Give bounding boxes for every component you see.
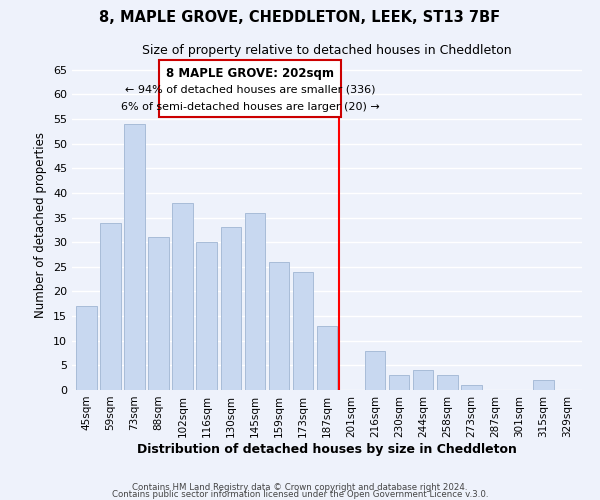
Bar	[437, 375, 458, 390]
Bar	[293, 272, 313, 390]
Bar	[100, 222, 121, 390]
Bar	[269, 262, 289, 390]
Text: 8, MAPLE GROVE, CHEDDLETON, LEEK, ST13 7BF: 8, MAPLE GROVE, CHEDDLETON, LEEK, ST13 7…	[100, 10, 500, 25]
X-axis label: Distribution of detached houses by size in Cheddleton: Distribution of detached houses by size …	[137, 442, 517, 456]
Bar	[172, 203, 193, 390]
Text: Contains public sector information licensed under the Open Government Licence v.: Contains public sector information licen…	[112, 490, 488, 499]
Bar	[365, 350, 385, 390]
Bar	[389, 375, 409, 390]
Bar	[533, 380, 554, 390]
Bar	[196, 242, 217, 390]
Text: ← 94% of detached houses are smaller (336): ← 94% of detached houses are smaller (33…	[125, 84, 375, 94]
Bar	[245, 212, 265, 390]
Y-axis label: Number of detached properties: Number of detached properties	[34, 132, 47, 318]
Title: Size of property relative to detached houses in Cheddleton: Size of property relative to detached ho…	[142, 44, 512, 58]
Text: 6% of semi-detached houses are larger (20) →: 6% of semi-detached houses are larger (2…	[121, 102, 379, 112]
Bar	[413, 370, 433, 390]
Text: Contains HM Land Registry data © Crown copyright and database right 2024.: Contains HM Land Registry data © Crown c…	[132, 484, 468, 492]
FancyBboxPatch shape	[158, 60, 341, 116]
Bar	[148, 238, 169, 390]
Bar	[317, 326, 337, 390]
Bar	[221, 228, 241, 390]
Bar	[76, 306, 97, 390]
Bar	[461, 385, 482, 390]
Text: 8 MAPLE GROVE: 202sqm: 8 MAPLE GROVE: 202sqm	[166, 68, 334, 80]
Bar	[124, 124, 145, 390]
